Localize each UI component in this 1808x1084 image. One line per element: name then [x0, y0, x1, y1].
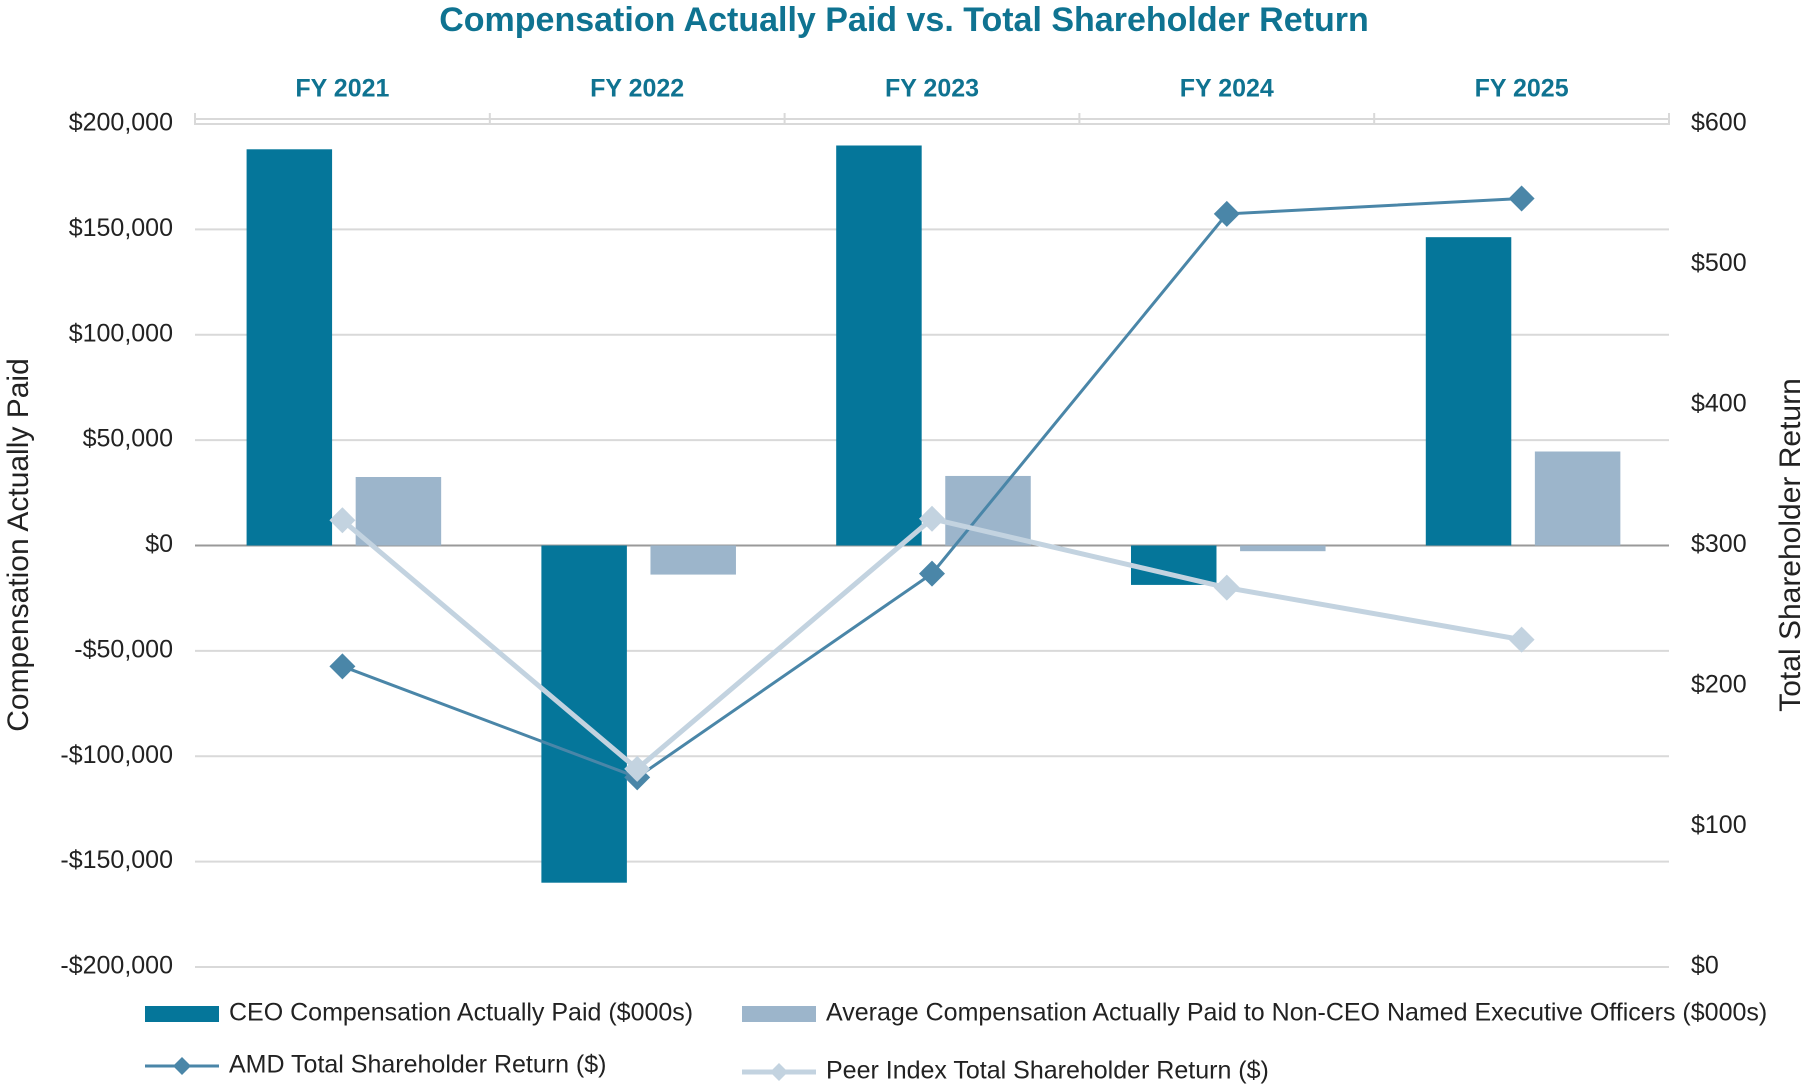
line-marker [329, 507, 356, 534]
y2-tick-label: $500 [1691, 249, 1747, 277]
bar [1425, 237, 1512, 546]
legend-swatch [742, 1006, 816, 1022]
y-tick-label: -$200,000 [60, 952, 173, 980]
bar [1130, 545, 1217, 585]
line-marker [1213, 574, 1240, 601]
legend-swatch [145, 1006, 219, 1022]
x-tick-label: FY 2024 [1180, 75, 1274, 103]
y-tick-label: $50,000 [83, 425, 173, 453]
legend-label: CEO Compensation Actually Paid ($000s) [229, 999, 693, 1027]
y-tick-label: $100,000 [69, 319, 173, 347]
legend-label: Average Compensation Actually Paid to No… [826, 999, 1767, 1027]
bar [246, 149, 333, 546]
line-marker [329, 653, 356, 680]
bar [836, 145, 922, 546]
x-tick-label: FY 2021 [295, 75, 389, 103]
y2-tick-label: $0 [1691, 952, 1719, 980]
line [341, 196, 1522, 780]
y-tick-label: $150,000 [69, 214, 173, 242]
line-marker [1508, 626, 1535, 653]
y-axis-label: Compensation Actually Paid [2, 358, 35, 732]
bar [945, 475, 1031, 546]
y-tick-label: -$50,000 [74, 635, 173, 663]
legend-swatch-marker [173, 1057, 191, 1075]
line-marker [624, 755, 651, 782]
line-marker [1508, 185, 1535, 212]
y-tick-label: $0 [145, 530, 173, 558]
y-tick-label: $200,000 [69, 109, 173, 137]
y2-tick-label: $400 [1691, 390, 1747, 418]
bar [1534, 451, 1621, 546]
chart-title: Compensation Actually Paid vs. Total Sha… [439, 1, 1369, 39]
bar [541, 545, 627, 883]
y2-tick-label: $200 [1691, 671, 1747, 699]
y-tick-label: -$100,000 [60, 741, 173, 769]
y2-tick-label: $100 [1691, 811, 1747, 839]
x-tick-label: FY 2025 [1475, 75, 1569, 103]
line-marker [919, 560, 945, 587]
legend-label: Peer Index Total Shareholder Return ($) [826, 1057, 1269, 1084]
y2-axis-label: Total Shareholder Return [1774, 378, 1807, 712]
y2-tick-label: $300 [1691, 530, 1747, 558]
line-marker [1213, 200, 1240, 227]
line-marker [919, 505, 945, 532]
bar [355, 477, 442, 546]
y-tick-label: -$150,000 [60, 846, 173, 874]
x-tick-label: FY 2023 [885, 75, 979, 103]
bar [650, 545, 736, 575]
legend-swatch-marker [770, 1063, 788, 1081]
bar [1240, 545, 1326, 552]
y2-tick-label: $600 [1691, 109, 1747, 137]
x-tick-label: FY 2022 [590, 75, 684, 103]
legend-label: AMD Total Shareholder Return ($) [229, 1051, 607, 1079]
